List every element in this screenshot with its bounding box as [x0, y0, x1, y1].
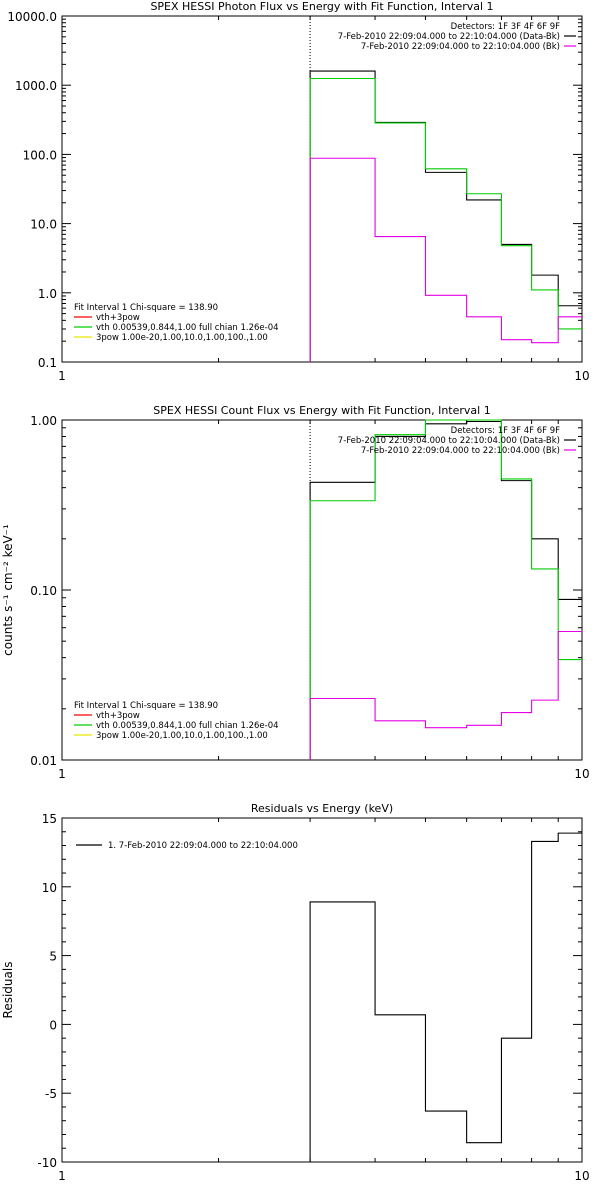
header-line: 7-Feb-2010 22:09:04.000 to 22:10:04.000 … [361, 446, 560, 456]
y-axis-label: counts s⁻¹ cm⁻² keV⁻¹ [1, 524, 15, 656]
y-tick-label: 15 [42, 812, 57, 826]
series-0-step [309, 420, 582, 760]
y-tick-label: 0.10 [30, 584, 57, 598]
header-line: 7-Feb-2010 22:09:04.000 to 22:10:04.000 … [338, 32, 560, 42]
y-axis-label: Residuals [1, 962, 15, 1019]
y-tick-label: -5 [45, 1087, 57, 1101]
y-tick-label: 1000.0 [15, 79, 57, 93]
fit-legend-label: vth 0.00539,0.844,1.00 full chian 1.26e-… [96, 323, 279, 333]
fit-legend-title: Fit Interval 1 Chi-square = 138.90 [74, 701, 218, 711]
fit-legend-label: 3pow 1.00e-20,1.00,10.0,1.00,100.,1.00 [96, 333, 268, 343]
y-tick-label: 0.1 [38, 356, 57, 370]
fit-legend-label: vth 0.00539,0.844,1.00 full chian 1.26e-… [96, 721, 279, 731]
x-tick-label: 10 [574, 1169, 589, 1183]
photon-flux-panel: SPEX HESSI Photon Flux vs Energy with Fi… [7, 0, 589, 383]
x-tick-label: 10 [574, 369, 589, 383]
legend-label: 1. 7-Feb-2010 22:09:04.000 to 22:10:04.0… [108, 841, 298, 851]
header-line: Detectors: 1F 3F 4F 6F 9F [451, 22, 560, 32]
header-line: 7-Feb-2010 22:09:04.000 to 22:10:04.000 … [361, 42, 560, 52]
series-0-step [309, 70, 582, 362]
x-tick-label: 10 [574, 767, 589, 781]
plot-frame [61, 15, 583, 363]
y-tick-label: 100.0 [23, 148, 57, 162]
y-tick-label: 1.0 [38, 287, 57, 301]
y-tick-label: 10.0 [30, 218, 57, 232]
fit-legend-label: vth+3pow [96, 711, 140, 721]
chart-title: SPEX HESSI Count Flux vs Energy with Fit… [153, 404, 490, 417]
y-tick-label: 10 [42, 881, 57, 895]
series-1-step [309, 419, 582, 760]
fit-legend-label: 3pow 1.00e-20,1.00,10.0,1.00,100.,1.00 [96, 731, 268, 741]
series-2-step [309, 630, 582, 760]
chart-title: Residuals vs Energy (keV) [251, 802, 393, 815]
y-tick-label: 5 [49, 950, 57, 964]
series-0-step [309, 832, 582, 1162]
header-line: Detectors: 1F 3F 4F 6F 9F [451, 426, 560, 436]
y-tick-label: 10000.0 [7, 10, 57, 24]
y-tick-label: 0 [49, 1018, 57, 1032]
fit-legend-title: Fit Interval 1 Chi-square = 138.90 [74, 303, 218, 313]
count-flux-panel: SPEX HESSI Count Flux vs Energy with Fit… [1, 404, 590, 781]
fit-legend-label: vth+3pow [96, 313, 140, 323]
plot-frame [61, 817, 583, 1163]
series-1-step [309, 77, 582, 362]
y-tick-label: 1.00 [30, 414, 57, 428]
residuals-panel: Residuals vs Energy (keV) 1 10 -10 -5 0 5 10 15 R… [1, 802, 590, 1183]
x-tick-label: 1 [58, 369, 66, 383]
x-tick-label: 1 [58, 767, 66, 781]
chart-title: SPEX HESSI Photon Flux vs Energy with Fi… [150, 0, 493, 13]
series-2-step [309, 157, 582, 362]
y-tick-label: -10 [37, 1156, 57, 1170]
x-tick-label: 1 [58, 1169, 66, 1183]
y-tick-label: 0.01 [30, 754, 57, 768]
header-line: 7-Feb-2010 22:09:04.000 to 22:10:04.000 … [338, 436, 560, 446]
